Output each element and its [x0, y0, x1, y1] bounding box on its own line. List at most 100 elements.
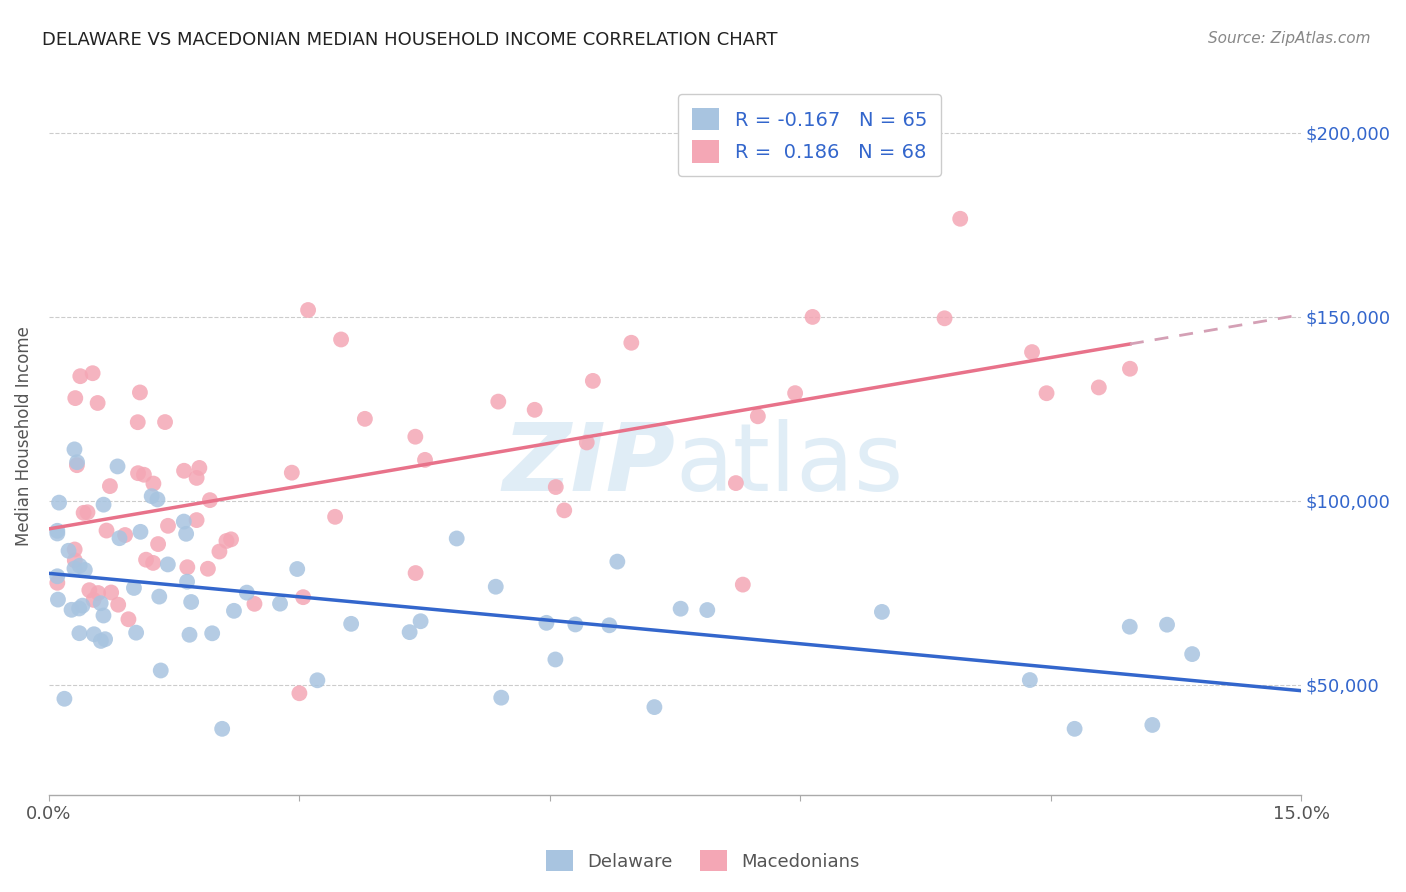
Point [46, 575, 69, 590]
Point [65, 391, 87, 405]
Point [307, 673, 329, 688]
Point [156, 518, 179, 533]
Point [122, 581, 145, 595]
Point [785, 386, 807, 401]
Point [801, 310, 824, 324]
Point [90, 634, 112, 648]
Point [83, 627, 105, 641]
Point [108, 531, 131, 545]
Point [215, 533, 238, 548]
Point [198, 493, 221, 508]
Point [73, 563, 96, 577]
Point [148, 590, 170, 604]
Point [176, 560, 198, 574]
Point [197, 562, 219, 576]
Point [643, 700, 665, 714]
Point [523, 402, 546, 417]
Point [669, 601, 692, 615]
Point [93, 498, 115, 512]
Point [46, 524, 69, 538]
Point [398, 625, 420, 640]
Point [66, 458, 89, 473]
Point [146, 492, 169, 507]
Point [211, 722, 233, 736]
Point [544, 480, 567, 494]
Point [67, 601, 90, 615]
Point [153, 415, 176, 429]
Point [285, 562, 308, 576]
Point [696, 603, 718, 617]
Point [72, 599, 94, 613]
Point [404, 430, 426, 444]
Point [60, 603, 83, 617]
Point [620, 335, 643, 350]
Point [731, 577, 754, 591]
Point [1035, 386, 1057, 401]
Legend: Delaware, Macedonians: Delaware, Macedonians [538, 843, 868, 879]
Point [156, 558, 179, 572]
Point [747, 409, 769, 424]
Point [94, 632, 117, 647]
Point [219, 533, 242, 547]
Point [297, 303, 319, 318]
Point [724, 476, 747, 491]
Point [176, 574, 198, 589]
Point [107, 459, 129, 474]
Point [186, 471, 208, 485]
Point [201, 626, 224, 640]
Point [69, 558, 91, 573]
Point [174, 526, 197, 541]
Point [127, 415, 149, 429]
Point [564, 617, 586, 632]
Point [1119, 361, 1142, 376]
Point [1088, 380, 1111, 394]
Point [67, 626, 90, 640]
Point [129, 385, 152, 400]
Point [486, 394, 509, 409]
Point [292, 590, 315, 604]
Point [76, 505, 98, 519]
Y-axis label: Median Household Income: Median Household Income [15, 326, 32, 546]
Point [125, 625, 148, 640]
Point [288, 686, 311, 700]
Point [413, 453, 436, 467]
Point [208, 544, 231, 558]
Point [69, 369, 91, 384]
Point [48, 495, 70, 509]
Point [446, 532, 468, 546]
Point [129, 524, 152, 539]
Point [405, 566, 427, 580]
Point [243, 597, 266, 611]
Point [536, 615, 558, 630]
Point [582, 374, 605, 388]
Point [46, 569, 69, 583]
Point [114, 528, 136, 542]
Point [281, 466, 304, 480]
Text: ZIP: ZIP [502, 419, 675, 511]
Point [1063, 722, 1085, 736]
Point [46, 526, 69, 541]
Point [98, 479, 121, 493]
Point [135, 552, 157, 566]
Point [236, 585, 259, 599]
Point [72, 506, 94, 520]
Point [1156, 617, 1178, 632]
Point [86, 396, 108, 410]
Point [1181, 647, 1204, 661]
Point [66, 455, 89, 469]
Point [180, 595, 202, 609]
Point [46, 592, 69, 607]
Point [1018, 673, 1040, 687]
Point [107, 598, 129, 612]
Point [179, 628, 201, 642]
Text: Source: ZipAtlas.com: Source: ZipAtlas.com [1208, 31, 1371, 46]
Point [82, 366, 104, 380]
Text: DELAWARE VS MACEDONIAN MEDIAN HOUSEHOLD INCOME CORRELATION CHART: DELAWARE VS MACEDONIAN MEDIAN HOUSEHOLD … [42, 31, 778, 49]
Point [146, 537, 169, 551]
Point [83, 593, 105, 607]
Point [100, 585, 122, 599]
Point [354, 412, 377, 426]
Point [330, 333, 353, 347]
Point [1142, 718, 1164, 732]
Point [127, 466, 149, 480]
